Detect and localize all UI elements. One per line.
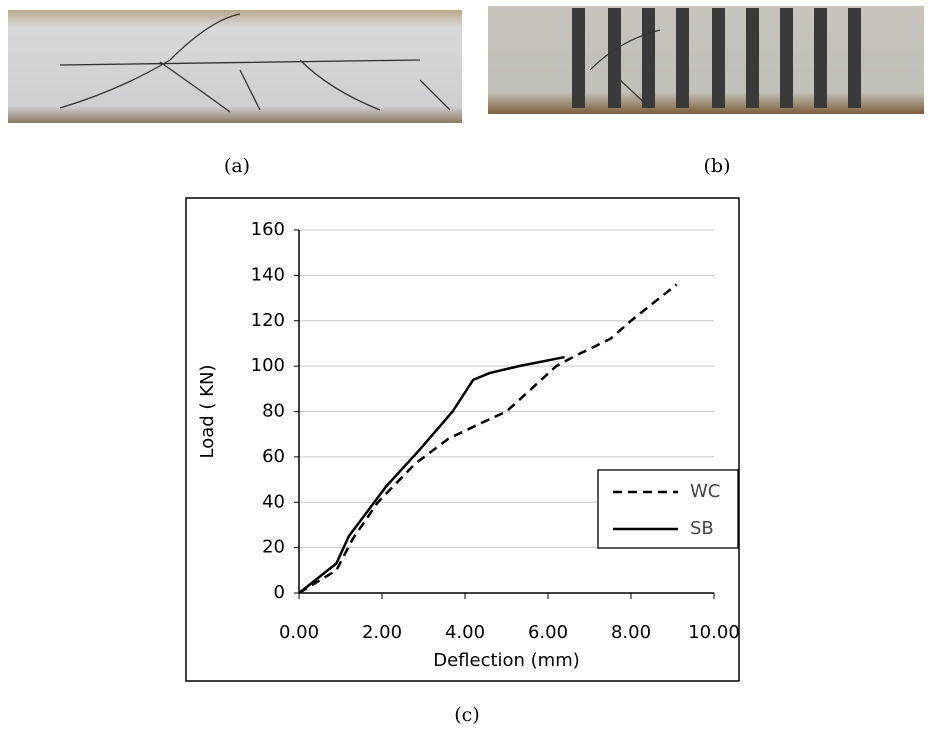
y-tick-label: 20 bbox=[262, 537, 285, 558]
chart-frame bbox=[185, 197, 740, 682]
legend-label: SB bbox=[690, 518, 714, 539]
photo-b bbox=[488, 6, 924, 114]
y-tick-label: 140 bbox=[251, 264, 285, 285]
caption: (c) bbox=[454, 704, 479, 726]
y-tick-label: 0 bbox=[274, 582, 285, 603]
y-tick-label: 100 bbox=[251, 355, 285, 376]
x-tick-label: 2.00 bbox=[362, 622, 402, 643]
line-series bbox=[298, 355, 565, 594]
x-tick-label: 10.00 bbox=[688, 622, 740, 643]
caption: (a) bbox=[224, 155, 250, 177]
y-tick-label: 160 bbox=[251, 219, 285, 240]
x-tick-label: 0.00 bbox=[279, 622, 319, 643]
x-tick-label: 4.00 bbox=[445, 622, 485, 643]
caption: (b) bbox=[704, 155, 731, 177]
y-tick-label: 80 bbox=[262, 401, 285, 422]
photo-a bbox=[8, 10, 462, 123]
legend-box bbox=[597, 469, 739, 549]
y-tick-label: 40 bbox=[262, 491, 285, 512]
y-tick-label: 60 bbox=[262, 446, 285, 467]
y-tick-label: 120 bbox=[251, 310, 285, 331]
legend-label: WC bbox=[690, 481, 720, 502]
x-axis-title: Deflection (mm) bbox=[433, 650, 580, 671]
x-tick-label: 6.00 bbox=[528, 622, 568, 643]
chart: 0 20 40 60 80 100 120 140 160 0.00 2.00 4.00 6.00 8.0… bbox=[197, 219, 740, 671]
y-axis-title: Load ( KN) bbox=[197, 365, 218, 459]
x-tick-label: 8.00 bbox=[611, 622, 651, 643]
